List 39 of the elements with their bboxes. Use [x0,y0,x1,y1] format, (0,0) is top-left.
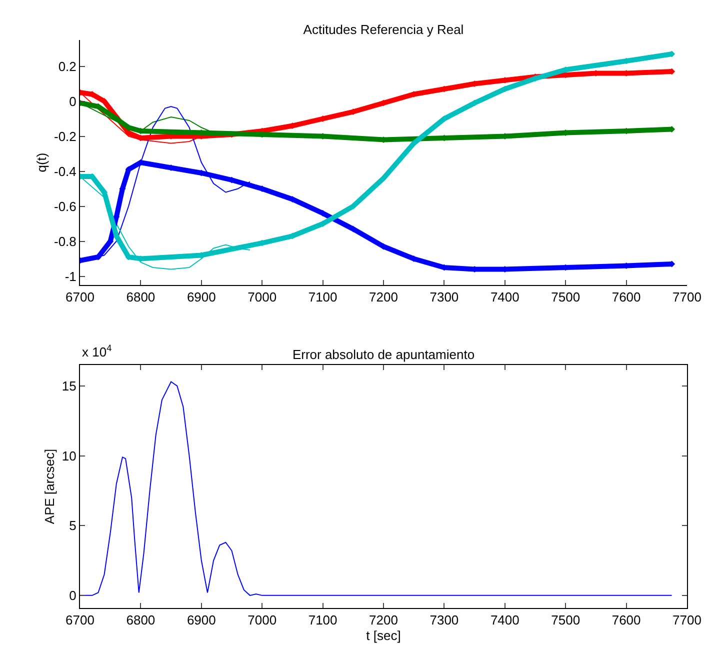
x-tick-label: 7600 [612,612,641,628]
x-tick-label: 7600 [612,290,641,305]
x-axis-title: t [sec] [366,628,401,644]
x-tick-label: 7400 [490,290,520,305]
x-tick-label: 7400 [490,612,520,628]
x-tick-label: 6900 [186,612,216,628]
y-tick-label: -0.4 [54,164,76,179]
y-tick-label: 15 [62,378,76,394]
x-tick-label: 6900 [186,290,216,305]
y-tick-label: 10 [62,448,76,464]
x-tick-label: 7000 [248,612,277,628]
y-tick-label: 0 [69,94,76,109]
y-tick-label: 5 [69,518,76,534]
x-tick-label: 6700 [66,290,94,305]
x-tick-label: 7000 [248,290,277,305]
x-tick-label: 7700 [672,612,702,628]
x-tick-label: 7200 [369,612,398,628]
y-tick-label: 0.2 [58,58,76,74]
chart-title: Error absoluto de apuntamiento [292,347,475,362]
x-tick-label: 7100 [308,612,338,628]
x-tick-label: 7200 [369,290,398,305]
y-tick-label: -1 [64,268,76,284]
y-axis-title: q(t) [34,152,49,172]
text: x 10$^{4}$ [82,343,112,360]
y-tick-label: -0.6 [54,198,76,214]
x-tick-label: 6800 [126,612,156,628]
x-tick-label: 7700 [672,290,702,305]
y-axis-title: APE [arcsec] [42,448,57,524]
y-tick-label: -0.2 [54,128,76,144]
x-tick-label: 7300 [430,290,459,305]
x-tick-label: 7500 [551,290,580,305]
y-tick-label: -0.8 [54,234,76,249]
x-tick-label: 7100 [308,290,338,305]
chart-title: Actitudes Referencia y Real [303,22,464,37]
x-tick-label: 6800 [126,290,156,305]
x-tick-label: 6700 [66,612,94,628]
y-tick-label: 0 [69,588,76,603]
x-tick-label: 7500 [551,612,580,628]
x-tick-label: 7300 [430,612,459,628]
